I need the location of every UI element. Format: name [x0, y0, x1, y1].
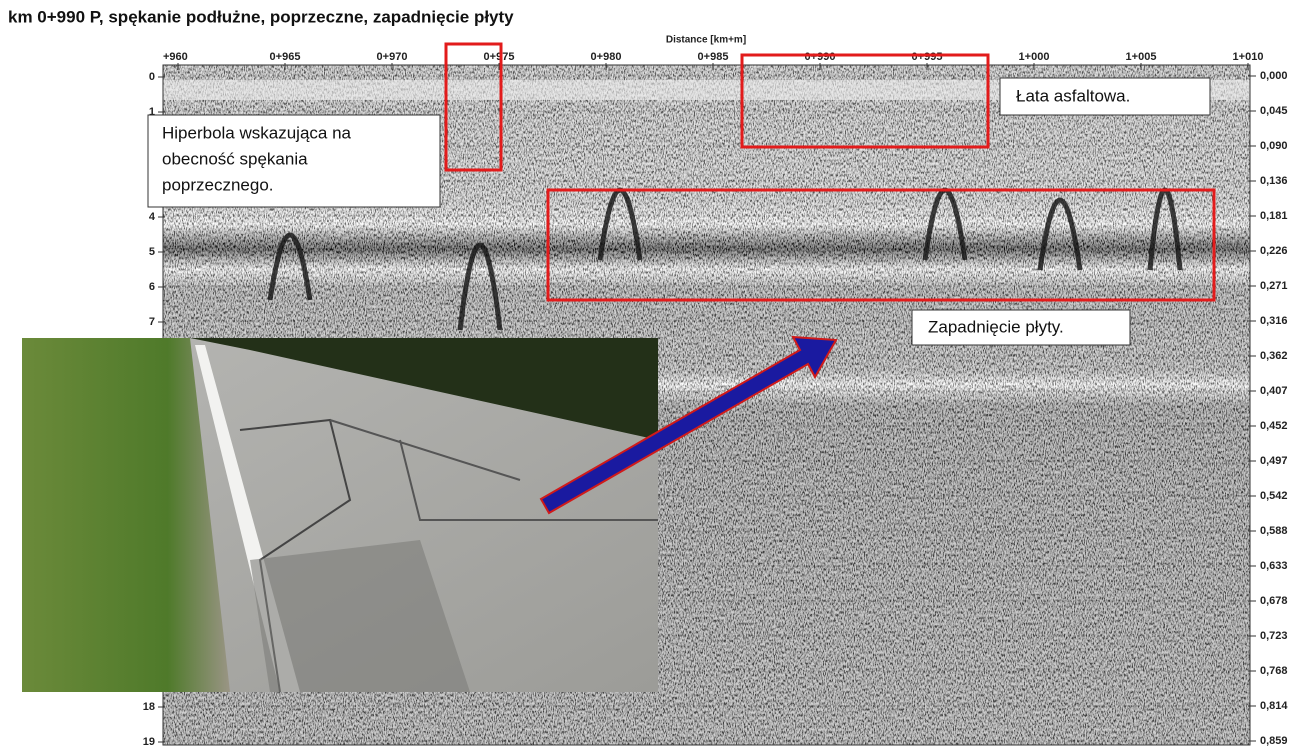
- left-tick-label: 7: [149, 316, 155, 328]
- right-tick-label: 0,588: [1260, 525, 1288, 537]
- annotation-text: obecność spękania: [162, 149, 308, 168]
- annotation-text: Łata asfaltowa.: [1016, 86, 1130, 105]
- right-tick-label: 0,723: [1260, 630, 1288, 642]
- top-tick-label: 1+010: [1233, 51, 1264, 63]
- right-tick-label: 0,226: [1260, 245, 1288, 257]
- right-tick-label: 0,452: [1260, 420, 1288, 432]
- left-tick-label: 4: [149, 211, 156, 223]
- top-tick-label: 0+965: [270, 51, 301, 63]
- annotation-text: Zapadnięcie płyty.: [928, 317, 1064, 336]
- axis-label: Distance [km+m]: [666, 35, 746, 46]
- right-tick-label: 0,362: [1260, 350, 1288, 362]
- right-tick-label: 0,678: [1260, 595, 1288, 607]
- right-tick-label: 0,316: [1260, 315, 1288, 327]
- page: km 0+990 P, spękanie podłużne, poprzeczn…: [0, 0, 1313, 748]
- right-tick-label: 0,407: [1260, 385, 1288, 397]
- top-tick-label: 0+990: [805, 51, 836, 63]
- top-tick-label: 0+995: [912, 51, 943, 63]
- top-tick-label: +960: [163, 51, 188, 63]
- right-tick-label: 0,814: [1260, 700, 1288, 712]
- right-tick-label: 0,542: [1260, 490, 1288, 502]
- annotation-text: poprzecznego.: [162, 175, 274, 194]
- right-tick-label: 0,497: [1260, 455, 1288, 467]
- top-tick-label: 0+975: [484, 51, 515, 63]
- right-tick-label: 0,045: [1260, 105, 1288, 117]
- top-tick-label: 0+970: [377, 51, 408, 63]
- left-tick-label: 18: [143, 701, 155, 713]
- right-tick-label: 0,271: [1260, 280, 1288, 292]
- left-tick-label: 5: [149, 246, 155, 258]
- figure: km 0+990 P, spękanie podłużne, poprzeczn…: [0, 0, 1313, 748]
- left-tick-label: 0: [149, 71, 155, 83]
- right-tick-label: 0,633: [1260, 560, 1288, 572]
- right-tick-label: 0,859: [1260, 735, 1288, 747]
- left-tick-label: 6: [149, 281, 155, 293]
- annotation-text: Hiperbola wskazująca na: [162, 123, 352, 142]
- top-tick-label: 0+980: [591, 51, 622, 63]
- left-tick-label: 19: [143, 736, 155, 748]
- right-tick-label: 0,136: [1260, 175, 1288, 187]
- title: km 0+990 P, spękanie podłużne, poprzeczn…: [8, 7, 514, 26]
- right-tick-label: 0,181: [1260, 210, 1288, 222]
- road-photo: [22, 338, 658, 692]
- top-tick-label: 1+000: [1019, 51, 1050, 63]
- right-tick-label: 0,768: [1260, 665, 1288, 677]
- top-tick-label: 0+985: [698, 51, 729, 63]
- top-tick-label: 1+005: [1126, 51, 1157, 63]
- right-tick-label: 0,090: [1260, 140, 1288, 152]
- right-tick-label: 0,000: [1260, 70, 1288, 82]
